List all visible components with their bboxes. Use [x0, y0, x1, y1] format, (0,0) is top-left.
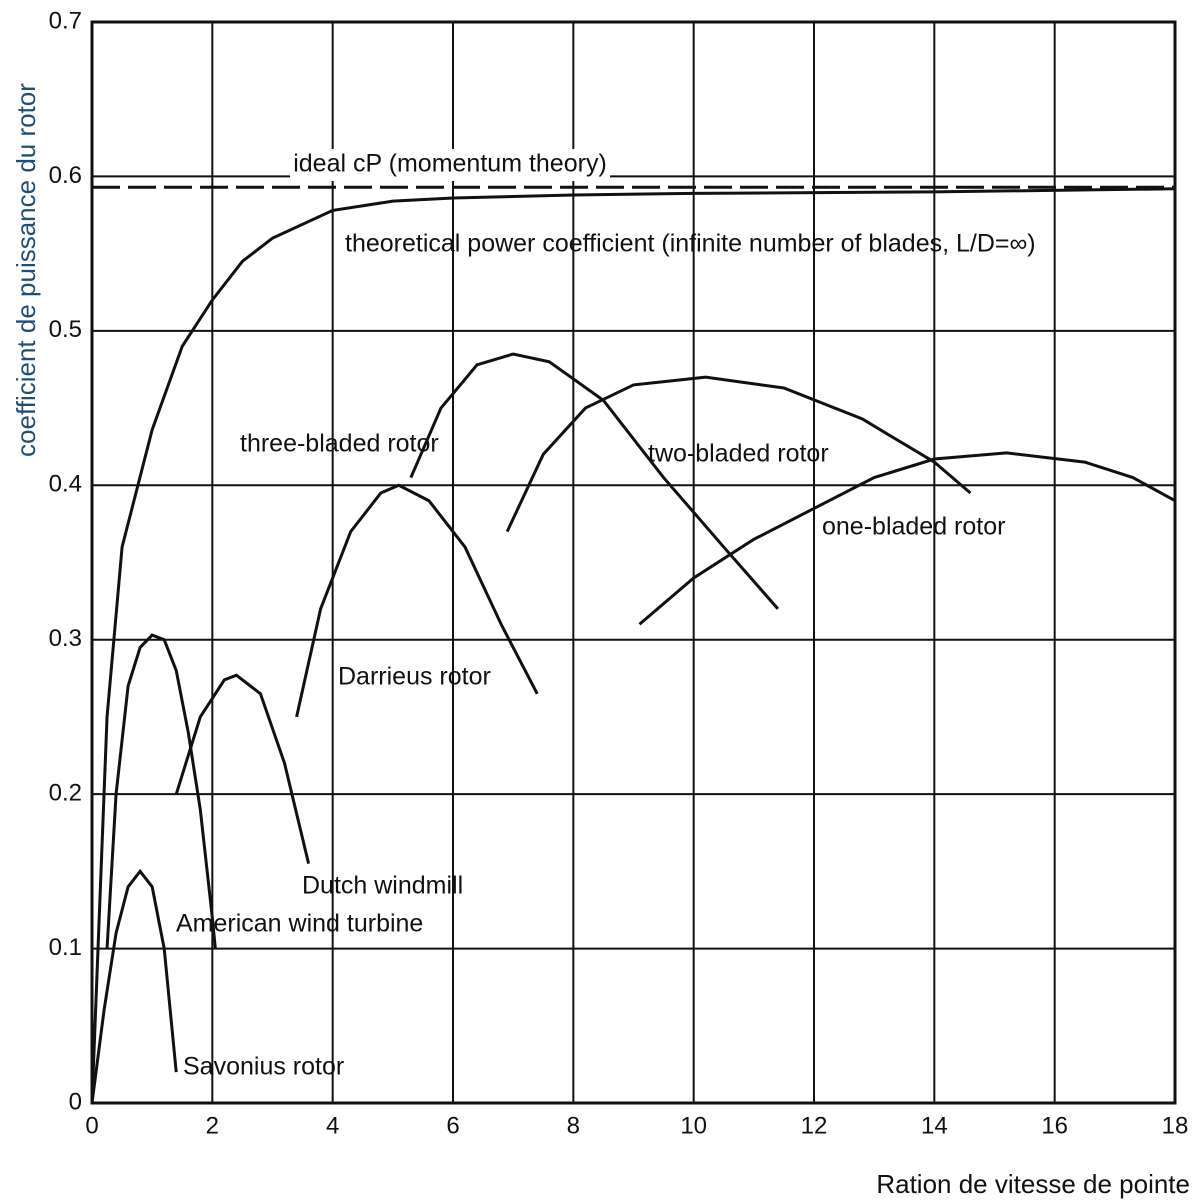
label-bg — [290, 149, 610, 181]
series-line — [105, 633, 217, 949]
x-axis-label: Ration de vitesse de pointe — [876, 1169, 1190, 1199]
y-tick-label: 0.6 — [49, 162, 82, 189]
y-tick-label: 0.7 — [49, 7, 82, 34]
x-tick-label: 16 — [1041, 1112, 1068, 1139]
series-line — [174, 673, 311, 864]
series-line — [90, 868, 178, 1104]
series-label: two-bladed rotor — [648, 440, 829, 468]
x-tick-label: 6 — [446, 1112, 459, 1139]
x-tick-label: 0 — [85, 1112, 98, 1139]
series-line — [409, 352, 780, 610]
y-tick-label: 0.4 — [49, 471, 82, 498]
y-tick-label: 0.1 — [49, 934, 82, 961]
series-label: three-bladed rotor — [240, 430, 439, 458]
series-label: American wind turbine — [176, 910, 423, 938]
y-axis-label: coefficient de puissance du rotor — [11, 83, 41, 457]
series-label: Savonius rotor — [183, 1053, 344, 1081]
series-label: Dutch windmill — [302, 872, 463, 900]
y-tick-label: 0 — [69, 1088, 82, 1115]
series-line — [505, 375, 972, 533]
x-tick-label: 8 — [567, 1112, 580, 1139]
series-label: one-bladed rotor — [822, 513, 1005, 541]
series-label: theoretical power coefficient (infinite … — [345, 230, 1036, 258]
series-line — [638, 451, 1176, 626]
series-label: Darrieus rotor — [338, 663, 491, 691]
plot-frame — [90, 20, 1177, 1105]
x-tick-label: 12 — [801, 1112, 828, 1139]
y-tick-label: 0.3 — [49, 625, 82, 652]
series-label: ideal cP (momentum theory) — [293, 150, 607, 178]
series-line — [90, 187, 1176, 1104]
x-tick-label: 4 — [326, 1112, 339, 1139]
y-tick-label: 0.2 — [49, 779, 82, 806]
x-tick-label: 18 — [1162, 1112, 1189, 1139]
y-tick-label: 0.5 — [49, 316, 82, 343]
x-tick-label: 10 — [680, 1112, 707, 1139]
series-line — [295, 483, 539, 718]
x-tick-label: 2 — [206, 1112, 219, 1139]
x-tick-label: 14 — [921, 1112, 948, 1139]
